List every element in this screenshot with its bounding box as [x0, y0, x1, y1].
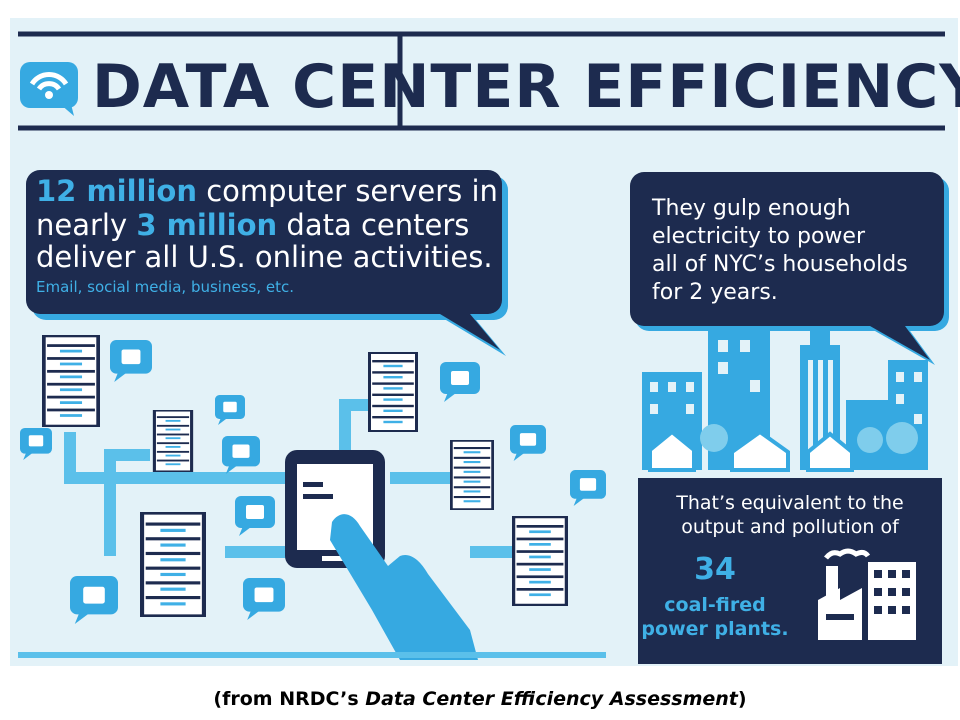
energy-bubble	[630, 172, 949, 365]
text-line: nearly 3 million data centers	[36, 208, 469, 242]
text: computer servers in	[206, 174, 498, 208]
examples: Email, social media, business, etc.	[36, 278, 294, 296]
title-rules	[18, 31, 945, 131]
factory-windows	[826, 570, 910, 620]
wifi-logo	[20, 62, 78, 116]
highlight: 12 million	[36, 174, 198, 208]
caption-source: Data Center Efficiency Assessment	[365, 688, 738, 710]
hand	[330, 514, 478, 660]
text-line: deliver all U.S. online activities.	[36, 240, 493, 274]
text-line: That’s equivalent to the	[676, 492, 904, 514]
highlight: 3 million	[136, 208, 278, 242]
text-line: coal-fired	[664, 594, 766, 616]
pipes	[64, 399, 512, 558]
text: data centers	[286, 208, 470, 242]
caption: (from NRDC’s Data Center Efficiency Asse…	[0, 688, 960, 710]
title: DATA CENTER EFFICIENCY	[92, 52, 960, 122]
text-line: all of NYC’s households	[652, 252, 908, 277]
text-line: They gulp enough	[652, 196, 851, 221]
caption-prefix: (from NRDC’s	[213, 688, 359, 710]
text-line: electricity to power	[652, 224, 865, 249]
caption-suffix: )	[737, 688, 747, 710]
city-windows	[650, 340, 922, 450]
plant-count: 34	[694, 552, 736, 587]
text-line: for 2 years.	[652, 280, 778, 305]
text-line: power plants.	[641, 618, 789, 640]
houses	[648, 422, 918, 472]
ground-line	[18, 652, 606, 658]
text-line: 12 million computer servers in	[36, 174, 498, 208]
servers-bubble	[26, 170, 508, 356]
text: nearly	[36, 208, 128, 242]
text-line: output and pollution of	[681, 516, 899, 538]
